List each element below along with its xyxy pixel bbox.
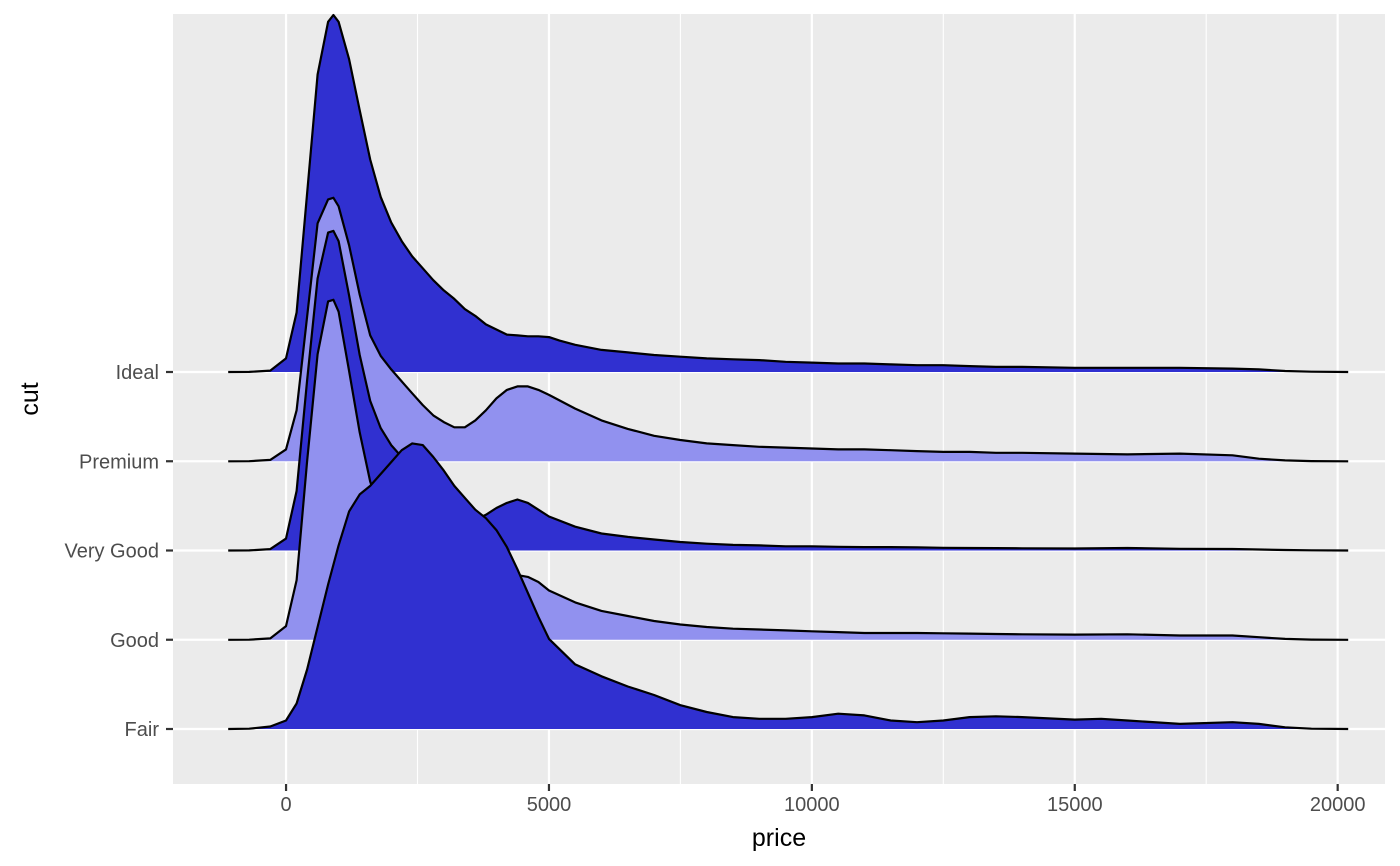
ridge-fill-fair <box>228 443 1349 729</box>
x-tick-label-5000: 5000 <box>527 794 572 816</box>
density-ridges <box>228 13 1349 731</box>
ridge-line-premium <box>228 196 1349 463</box>
y-tick-label-fair: Fair <box>125 719 160 741</box>
x-axis: 0 5000 10000 15000 20000 <box>280 784 1365 816</box>
x-tick-label-0: 0 <box>280 794 291 816</box>
x-tick-label-10000: 10000 <box>784 794 840 816</box>
ridge-line-very-good <box>228 229 1349 552</box>
x-tick-label-20000: 20000 <box>1310 794 1366 816</box>
ridge-line-fair <box>228 442 1349 731</box>
y-tick-label-very-good: Very Good <box>64 541 159 563</box>
y-tick-label-ideal: Ideal <box>116 362 159 384</box>
x-axis-title: price <box>752 824 806 852</box>
ridge-line-ideal <box>228 13 1349 374</box>
y-tick-label-premium: Premium <box>79 451 159 473</box>
y-axis: Fair Good Very Good Premium Ideal <box>64 362 173 741</box>
ridge-line-good <box>228 298 1349 641</box>
y-tick-label-good: Good <box>110 630 159 652</box>
ridge-fill-premium <box>228 197 1349 462</box>
y-axis-title: cut <box>16 382 44 415</box>
x-tick-label-15000: 15000 <box>1047 794 1103 816</box>
